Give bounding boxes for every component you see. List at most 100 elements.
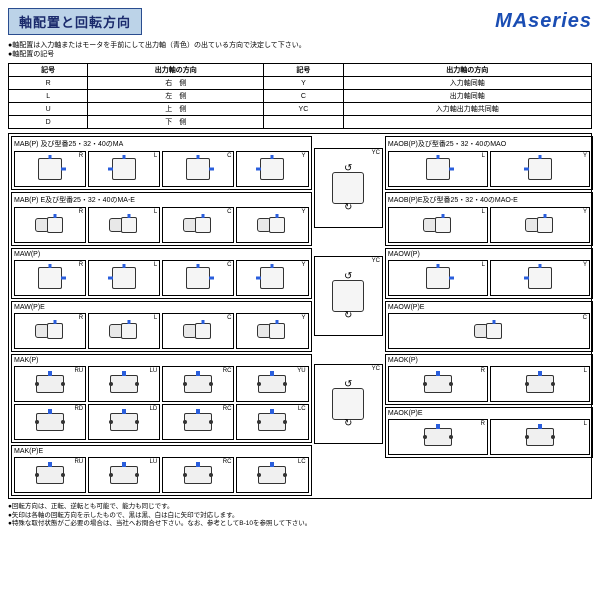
- cell-label: Y: [583, 262, 587, 268]
- device-topview-icon: [526, 375, 554, 393]
- td: U: [9, 103, 88, 116]
- device-box-icon: [426, 267, 450, 289]
- device-box-icon: [112, 267, 136, 289]
- footnote-1: ●回転方向は、正転、逆転とも可能で、能力も同じです。: [8, 503, 592, 511]
- device-motor-icon: [35, 218, 65, 232]
- td: 入力軸同軸: [343, 77, 591, 90]
- brand-logo: MAseries: [495, 10, 592, 33]
- cell-label: LC: [298, 459, 306, 465]
- section-title: MAOK(P): [388, 357, 590, 364]
- device-box-icon: [260, 158, 284, 180]
- diagram-cell: YU: [236, 366, 308, 402]
- td: C: [264, 90, 343, 103]
- diagram-cell: R: [388, 419, 488, 455]
- device-motor-icon: [474, 324, 504, 338]
- cell-label: YC: [372, 258, 380, 264]
- diagram-cell: LC: [236, 457, 308, 493]
- diagram-cell: L: [490, 419, 590, 455]
- device-topview-icon: [36, 466, 64, 484]
- cell-label: YC: [372, 366, 380, 372]
- device-motor-icon: [109, 218, 139, 232]
- cell-label: L: [482, 262, 485, 268]
- device-motor-icon: [257, 218, 287, 232]
- td: 左 側: [88, 90, 264, 103]
- cell-label: Y: [302, 153, 306, 159]
- th: 記号: [9, 64, 88, 77]
- diagram-cell: Y: [236, 151, 308, 187]
- footnote-2: ●矢印は各軸の回転方向を示したもので、黒は黒、白は白に矢印で対応します。: [8, 512, 592, 520]
- diagram-section: MAW(P)RLCY: [11, 248, 312, 299]
- device-topview-icon: [258, 413, 286, 431]
- diagram-cell: L: [388, 260, 488, 296]
- diagram-section: MAW(P)E R L CY: [11, 301, 312, 352]
- th: 記号: [264, 64, 343, 77]
- rotation-cell: YC: [314, 148, 383, 228]
- device-topview-icon: [258, 375, 286, 393]
- td: R: [9, 77, 88, 90]
- diagram-cell: R: [388, 366, 488, 402]
- device-box-icon: [186, 158, 210, 180]
- device-box-icon: [38, 158, 62, 180]
- td: 出力軸同軸: [343, 90, 591, 103]
- diagram-cell: L: [388, 151, 488, 187]
- cell-label: L: [154, 315, 157, 321]
- cell-label: LU: [150, 368, 158, 374]
- diagram-cell: Y: [490, 151, 590, 187]
- diagram-cell: RD: [14, 404, 86, 440]
- diagram-cell: RU: [14, 366, 86, 402]
- diagram-cell: L: [88, 313, 160, 349]
- cell-label: C: [227, 262, 231, 268]
- td: [264, 116, 343, 129]
- cell-label: R: [79, 315, 83, 321]
- diagram-cell: LU: [88, 457, 160, 493]
- device-topview-icon: [184, 466, 212, 484]
- diagram-cell: RU: [14, 457, 86, 493]
- cell-label: Y: [302, 209, 306, 215]
- diagram-cell: R: [14, 207, 86, 243]
- section-title: MAOW(P): [388, 251, 590, 258]
- section-title: MAW(P): [14, 251, 309, 258]
- diagram-cell: C: [162, 207, 234, 243]
- cell-label: R: [79, 209, 83, 215]
- diagram-section: MAOK(P)E R L: [385, 407, 593, 458]
- cell-label: RC: [223, 406, 232, 412]
- cell-label: C: [227, 153, 231, 159]
- device-box-icon: [186, 267, 210, 289]
- diagram-cell: C: [162, 313, 234, 349]
- cell-label: L: [584, 421, 587, 427]
- td: YC: [264, 103, 343, 116]
- diagram-cell: R: [14, 260, 86, 296]
- section-title: MAB(P) 及び型番25・32・40のMA: [14, 139, 309, 149]
- diagram-section: MAOK(P) RL: [385, 354, 593, 405]
- device-topview-icon: [36, 375, 64, 393]
- diagram-cell: C: [162, 260, 234, 296]
- device-topview-icon: [424, 375, 452, 393]
- device-topview-icon: [526, 428, 554, 446]
- footnote-3: ●特殊な取付状態がご必要の場合は、当社へお問合せ下さい。なお、参考としてB-10…: [8, 520, 592, 528]
- device-topview-icon: [36, 413, 64, 431]
- cell-label: RD: [74, 406, 83, 412]
- cell-label: RC: [223, 368, 232, 374]
- diagram-cell: Y: [236, 207, 308, 243]
- diagram-cell: LU: [88, 366, 160, 402]
- cell-label: Y: [583, 209, 587, 215]
- device-motor-icon: [423, 218, 453, 232]
- device-motor-icon: [109, 324, 139, 338]
- device-topview-icon: [258, 466, 286, 484]
- td: 上 側: [88, 103, 264, 116]
- diagram-cell: Y: [236, 313, 308, 349]
- section-title: MAOK(P)E: [388, 410, 590, 417]
- device-box-icon: [112, 158, 136, 180]
- device-motor-icon: [183, 218, 213, 232]
- cell-label: C: [227, 209, 231, 215]
- section-title: MAW(P)E: [14, 304, 309, 311]
- td: 下 側: [88, 116, 264, 129]
- cell-label: C: [227, 315, 231, 321]
- diagram-cell: R: [14, 313, 86, 349]
- th: 出力軸の方向: [343, 64, 591, 77]
- diagram-section: MAB(P) E及び型番25・32・40のMA-ERLCY: [11, 192, 312, 246]
- section-title: MAOB(P)E及び型番25・32・40のMAO-E: [388, 195, 590, 205]
- diagram-section: MAOW(P) L Y: [385, 248, 593, 299]
- device-box-icon: [426, 158, 450, 180]
- diagram-cell: L: [490, 366, 590, 402]
